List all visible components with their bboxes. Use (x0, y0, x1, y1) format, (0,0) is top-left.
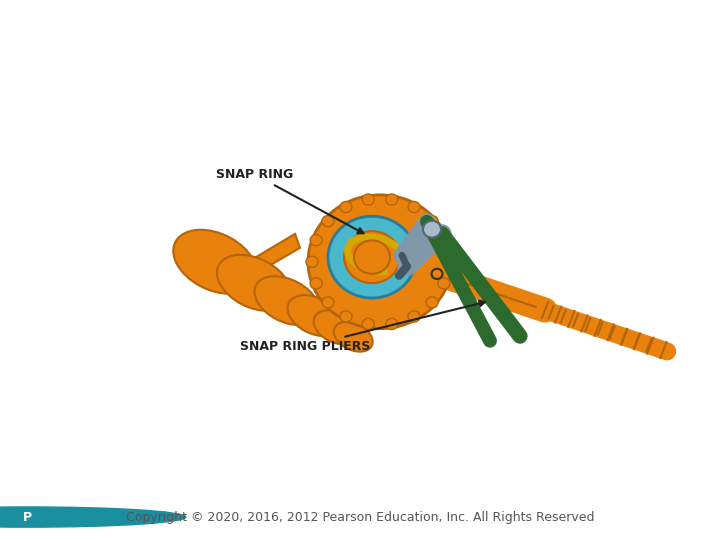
Text: SNAP RING PLIERS: SNAP RING PLIERS (240, 301, 485, 353)
Circle shape (340, 311, 352, 322)
Circle shape (308, 195, 452, 329)
Circle shape (442, 256, 454, 267)
Text: SNAP RING: SNAP RING (217, 168, 364, 233)
Ellipse shape (287, 295, 341, 336)
Text: P: P (23, 510, 32, 524)
Circle shape (340, 201, 352, 213)
Circle shape (386, 319, 398, 329)
Circle shape (0, 507, 186, 527)
Circle shape (322, 297, 334, 308)
Ellipse shape (254, 276, 319, 325)
Circle shape (438, 234, 450, 246)
Text: Pearson: Pearson (54, 510, 101, 524)
Circle shape (310, 278, 322, 289)
Circle shape (426, 297, 438, 308)
Circle shape (408, 311, 420, 322)
Circle shape (328, 216, 416, 298)
Circle shape (423, 221, 441, 238)
Circle shape (438, 278, 450, 289)
Circle shape (354, 240, 390, 274)
Ellipse shape (334, 322, 373, 352)
Circle shape (426, 215, 438, 227)
Circle shape (386, 194, 398, 205)
Circle shape (344, 231, 400, 283)
Ellipse shape (174, 230, 257, 294)
Circle shape (322, 215, 334, 227)
Circle shape (306, 256, 318, 267)
Ellipse shape (217, 255, 291, 311)
Circle shape (362, 194, 374, 205)
Circle shape (310, 234, 322, 246)
Text: Figure 129.27 Most CV joints use a snap ring to retain
the joint on the drive ax: Figure 129.27 Most CV joints use a snap … (18, 23, 590, 68)
Circle shape (408, 201, 420, 213)
Ellipse shape (314, 310, 358, 345)
Circle shape (362, 319, 374, 329)
Text: Copyright © 2020, 2016, 2012 Pearson Education, Inc. All Rights Reserved: Copyright © 2020, 2016, 2012 Pearson Edu… (126, 510, 594, 524)
Polygon shape (220, 234, 300, 292)
